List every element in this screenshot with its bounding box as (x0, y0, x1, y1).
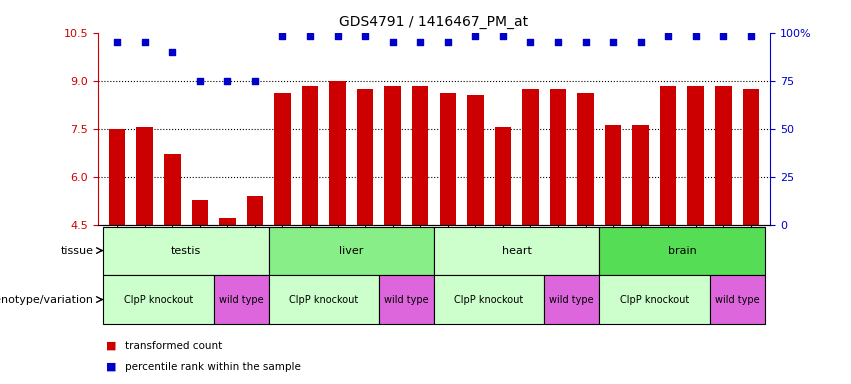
Text: tissue: tissue (60, 245, 94, 256)
Bar (269, 227, 434, 275)
Bar (379, 275, 434, 324)
Bar (385, 86, 401, 225)
Bar (103, 275, 214, 324)
Bar (494, 127, 511, 225)
Bar (439, 93, 456, 225)
Bar (710, 275, 765, 324)
Text: ClpP knockout: ClpP knockout (124, 295, 193, 305)
Bar (164, 154, 180, 225)
Point (551, 39, 565, 45)
Bar (302, 86, 318, 225)
Point (358, 33, 372, 40)
Point (248, 78, 262, 84)
Point (414, 39, 427, 45)
Point (331, 33, 345, 40)
Point (744, 33, 757, 40)
Bar (274, 93, 291, 225)
Point (111, 39, 124, 45)
Bar (329, 81, 346, 225)
Text: wild type: wild type (550, 295, 594, 305)
Point (496, 33, 510, 40)
Text: ClpP knockout: ClpP knockout (454, 295, 523, 305)
Bar (743, 89, 759, 225)
Bar (467, 95, 483, 225)
Text: brain: brain (668, 245, 696, 256)
Bar (688, 86, 704, 225)
Bar (599, 275, 710, 324)
Bar (577, 93, 594, 225)
Text: ■: ■ (106, 362, 117, 372)
Bar (214, 275, 269, 324)
Text: liver: liver (340, 245, 363, 256)
Bar (605, 125, 621, 225)
Point (523, 39, 537, 45)
Bar (219, 218, 236, 225)
Bar (545, 275, 599, 324)
Text: ClpP knockout: ClpP knockout (620, 295, 689, 305)
Point (469, 33, 483, 40)
Point (386, 39, 399, 45)
Text: testis: testis (171, 245, 201, 256)
Text: wild type: wild type (384, 295, 429, 305)
Bar (357, 89, 374, 225)
Bar (550, 89, 566, 225)
Point (165, 49, 179, 55)
Bar (103, 227, 269, 275)
Text: ClpP knockout: ClpP knockout (289, 295, 358, 305)
Point (441, 39, 454, 45)
Point (276, 33, 289, 40)
Point (661, 33, 675, 40)
Point (634, 39, 648, 45)
Bar (599, 227, 765, 275)
Bar (191, 200, 208, 225)
Bar (523, 89, 539, 225)
Point (193, 78, 207, 84)
Bar (412, 86, 429, 225)
Bar (434, 275, 545, 324)
Text: genotype/variation: genotype/variation (0, 295, 94, 305)
Point (138, 39, 151, 45)
Text: ■: ■ (106, 341, 117, 351)
Bar (109, 129, 125, 225)
Bar (715, 86, 732, 225)
Point (303, 33, 317, 40)
Point (606, 39, 620, 45)
Bar (136, 127, 153, 225)
Text: heart: heart (502, 245, 532, 256)
Bar (660, 86, 677, 225)
Bar (247, 197, 263, 225)
Point (689, 33, 703, 40)
Point (220, 78, 234, 84)
Point (579, 39, 592, 45)
Bar (434, 227, 599, 275)
Text: percentile rank within the sample: percentile rank within the sample (125, 362, 301, 372)
Title: GDS4791 / 1416467_PM_at: GDS4791 / 1416467_PM_at (340, 15, 528, 29)
Point (717, 33, 730, 40)
Text: wild type: wild type (715, 295, 759, 305)
Bar (632, 125, 649, 225)
Text: wild type: wild type (219, 295, 264, 305)
Text: transformed count: transformed count (125, 341, 222, 351)
Bar (269, 275, 379, 324)
